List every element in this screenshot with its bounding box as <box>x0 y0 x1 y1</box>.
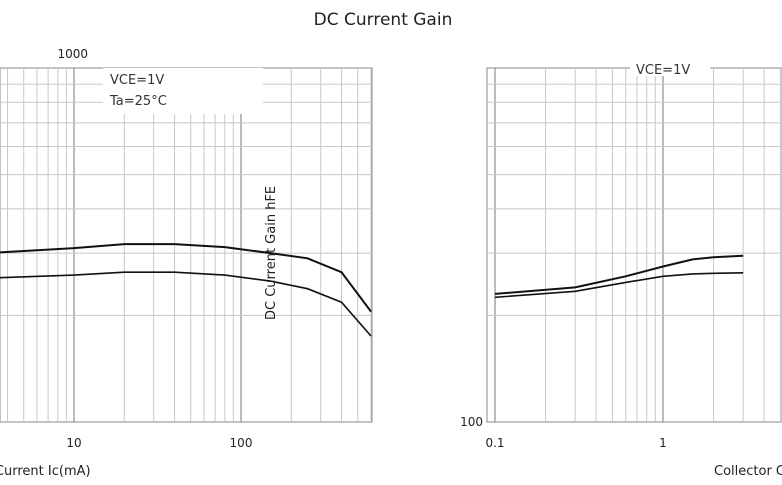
left-series-group <box>0 243 372 337</box>
left-x-tick-label: 10 <box>66 436 81 450</box>
right-series-group <box>494 254 744 299</box>
right-series-line-1 <box>494 254 744 295</box>
annotation-ta: Ta=25°C <box>109 94 167 109</box>
right-plot-frame <box>486 67 782 423</box>
left-y-tick-label: 1000 <box>57 47 88 61</box>
right-annotation-backdrop <box>630 62 710 76</box>
right-annotation-vce: VCE=1V <box>636 63 690 78</box>
y-axis-label: DC Current Gain hFE <box>264 186 279 320</box>
left-x-tick-label: 100 <box>230 436 253 450</box>
right-tick-labels: 0.1 1 100 <box>460 415 667 450</box>
left-x-axis-label: Collector Current Ic(mA) <box>0 464 91 479</box>
right-plot: 0.1 1 100 VCE=1V Collector Current <box>460 62 782 479</box>
chart-title: DC Current Gain <box>314 10 453 30</box>
right-x-tick-label: 1 <box>659 436 667 450</box>
right-series-line-2 <box>494 272 744 299</box>
left-tick-labels: 10 100 1000 <box>57 47 252 450</box>
left-series-line-1 <box>0 243 372 313</box>
left-series-line-2 <box>0 271 372 337</box>
right-x-tick-label: 0.1 <box>485 436 504 450</box>
left-plot: 10 100 1000 VCE=1V Ta=25°C Collector Curre… <box>0 47 373 479</box>
right-gridlines <box>487 68 782 422</box>
right-y-tick-label: 100 <box>460 415 483 429</box>
right-x-axis-label: Collector Current <box>714 464 782 479</box>
annotation-vce: VCE=1V <box>110 73 164 88</box>
annotation-backdrop <box>103 68 263 114</box>
